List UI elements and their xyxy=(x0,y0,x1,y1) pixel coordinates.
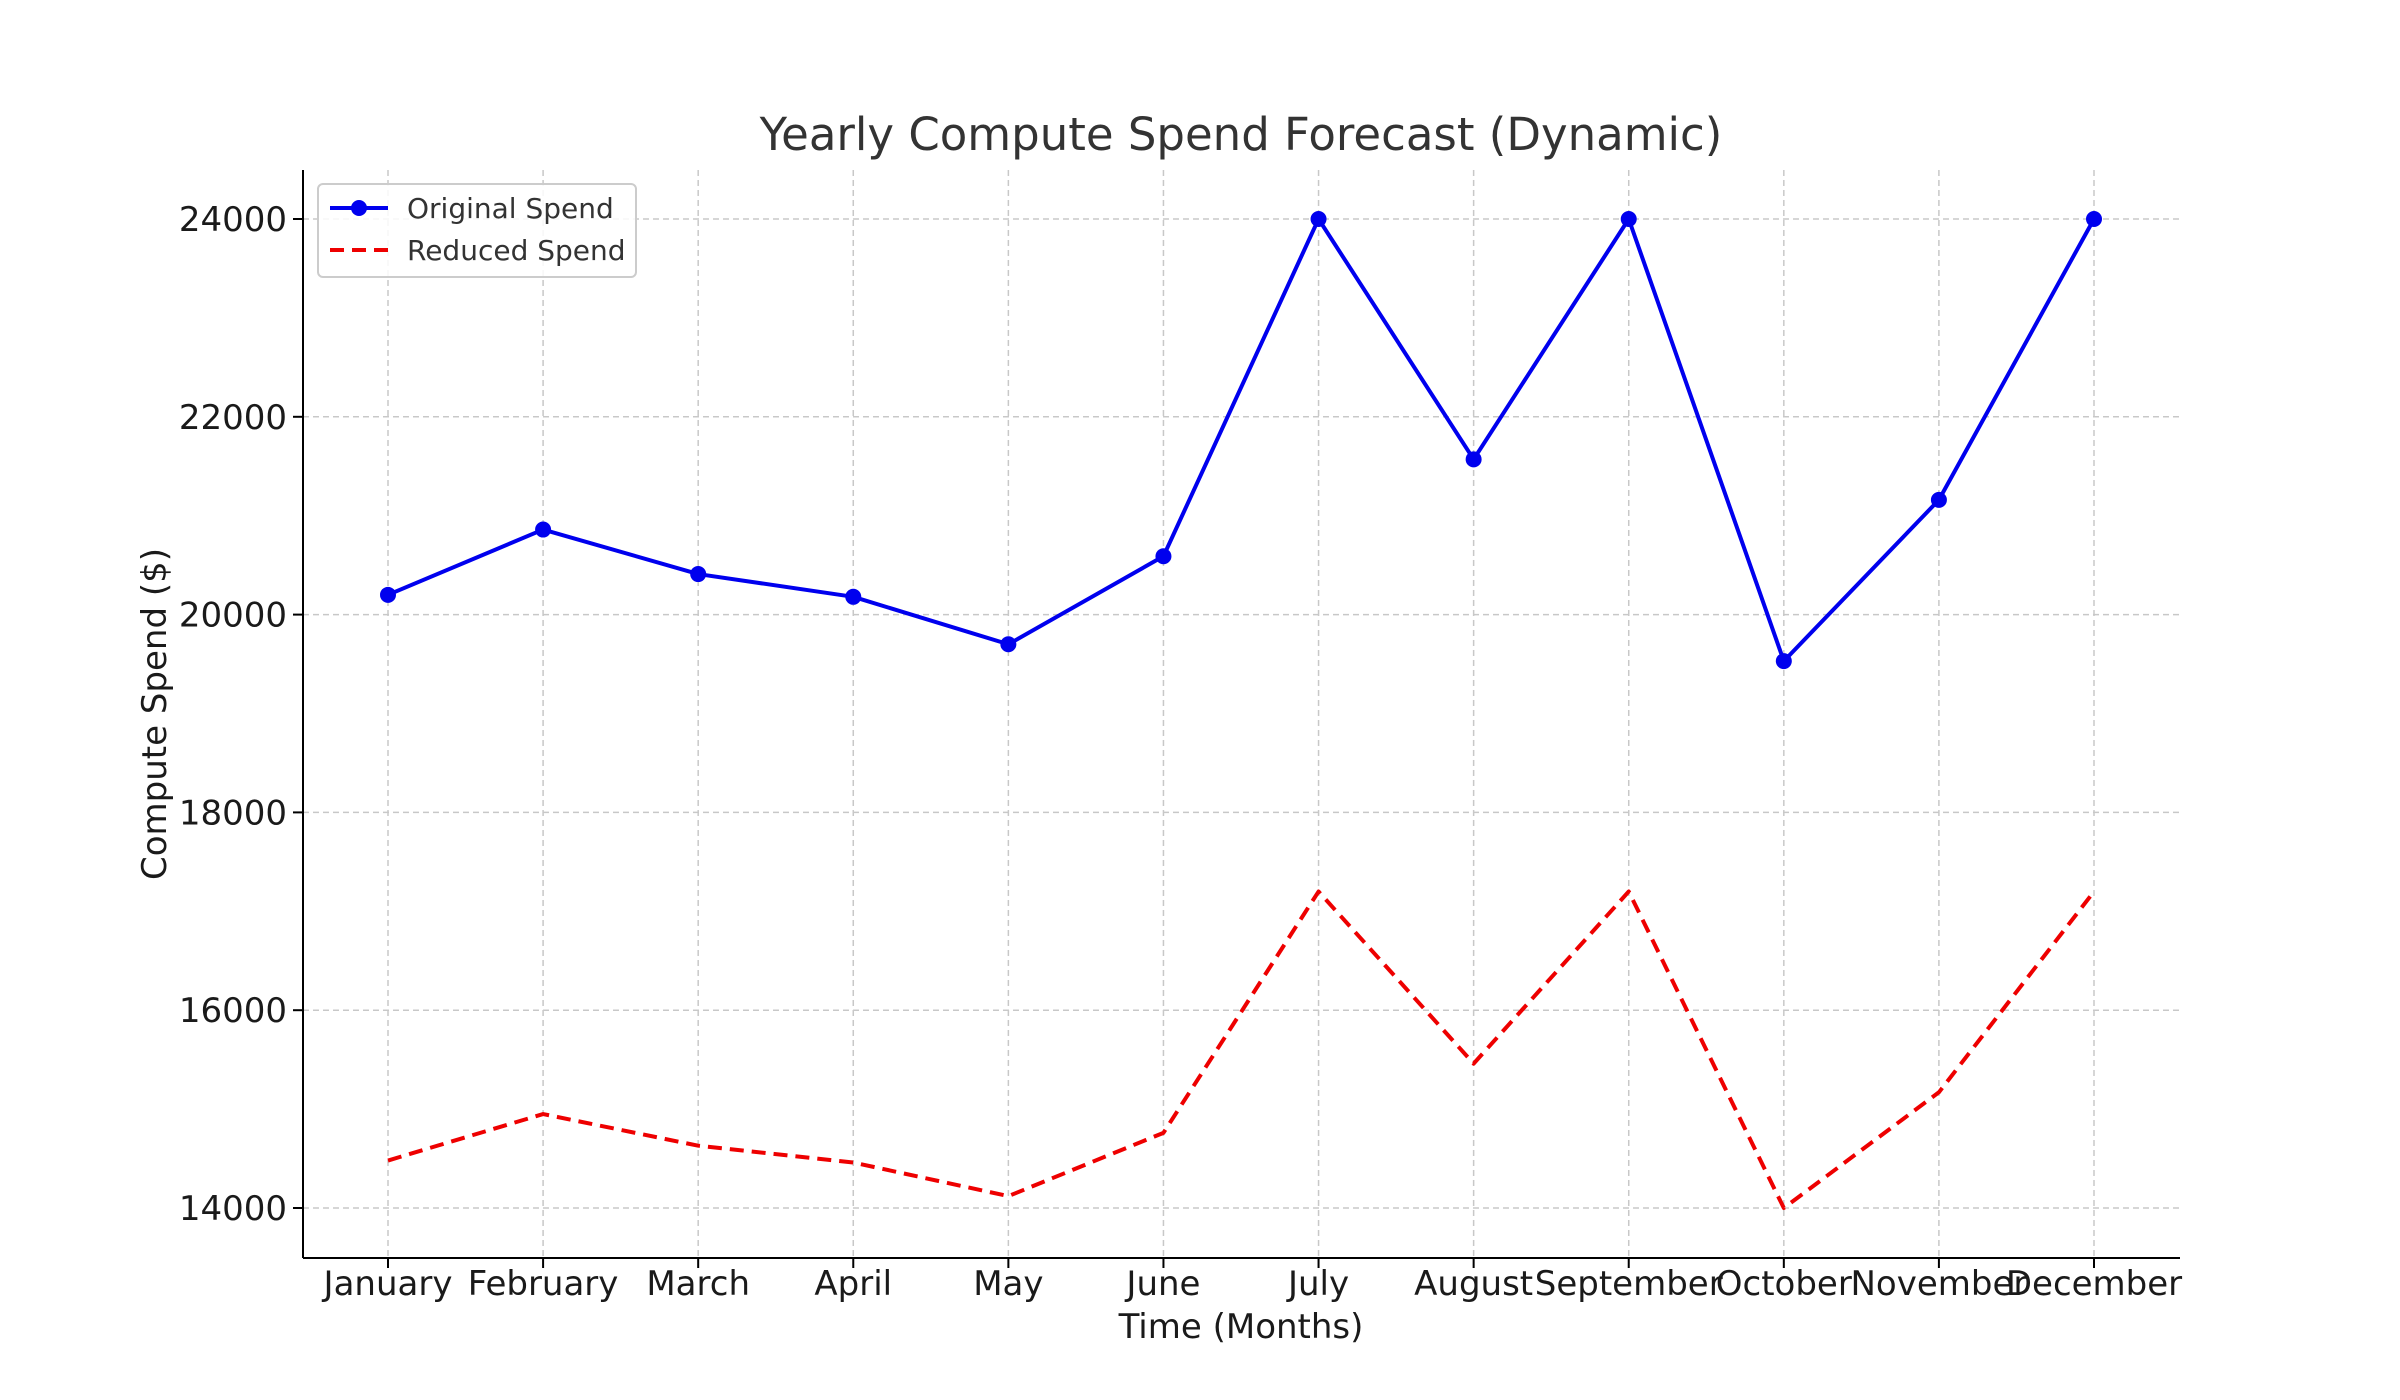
legend-label-2: Reduced Spend xyxy=(407,234,626,267)
grid-lines xyxy=(303,170,2180,1258)
x-ticks: January February March April May June July Augu… xyxy=(322,1258,2182,1304)
data-point xyxy=(1155,548,1172,565)
series-group xyxy=(380,211,2102,1210)
x-tick-label: January xyxy=(322,1264,453,1304)
y-tick-label: 20000 xyxy=(179,596,287,636)
data-point xyxy=(535,521,552,538)
legend: Original Spend Reduced Spend xyxy=(317,183,637,278)
y-tick-label: 16000 xyxy=(179,991,287,1031)
legend-box xyxy=(317,183,637,278)
data-point xyxy=(1465,451,1482,468)
x-tick-label: October xyxy=(1716,1264,1852,1304)
x-tick-label: November xyxy=(1850,1264,2027,1304)
legend-marker xyxy=(351,200,367,216)
x-tick-label: June xyxy=(1124,1264,1200,1304)
x-tick-label: September xyxy=(1535,1264,1723,1304)
series-line-1 xyxy=(387,217,2096,664)
data-point xyxy=(1775,653,1792,670)
series-line-2 xyxy=(387,889,2096,1210)
x-tick-label: July xyxy=(1286,1264,1349,1304)
data-point xyxy=(380,586,396,603)
data-point xyxy=(1930,491,1947,508)
data-point xyxy=(1000,636,1017,653)
y-tick-label: 24000 xyxy=(179,200,287,240)
chart-title: Yearly Compute Spend Forecast (Dynamic) xyxy=(759,108,1723,161)
axes xyxy=(302,170,2180,1259)
y-axis-label: Compute Spend ($) xyxy=(135,548,175,880)
data-point xyxy=(1620,211,1637,227)
data-point xyxy=(845,588,862,605)
data-point xyxy=(690,566,707,583)
x-tick-label: April xyxy=(814,1264,892,1304)
x-tick-label: August xyxy=(1414,1264,1533,1304)
x-tick-label: December xyxy=(2006,1264,2182,1304)
y-ticks: 14000 16000 18000 20000 22000 24000 xyxy=(179,200,303,1229)
y-tick-label: 22000 xyxy=(179,398,287,438)
x-axis-label: Time (Months) xyxy=(1118,1307,1364,1347)
data-point xyxy=(2086,211,2102,227)
x-tick-label: February xyxy=(468,1264,619,1304)
y-tick-label: 18000 xyxy=(179,793,287,833)
x-tick-label: March xyxy=(646,1264,750,1304)
y-tick-label: 14000 xyxy=(179,1189,287,1229)
legend-label-1: Original Spend xyxy=(407,192,614,225)
x-tick-label: May xyxy=(973,1264,1043,1304)
data-point xyxy=(1310,211,1327,227)
